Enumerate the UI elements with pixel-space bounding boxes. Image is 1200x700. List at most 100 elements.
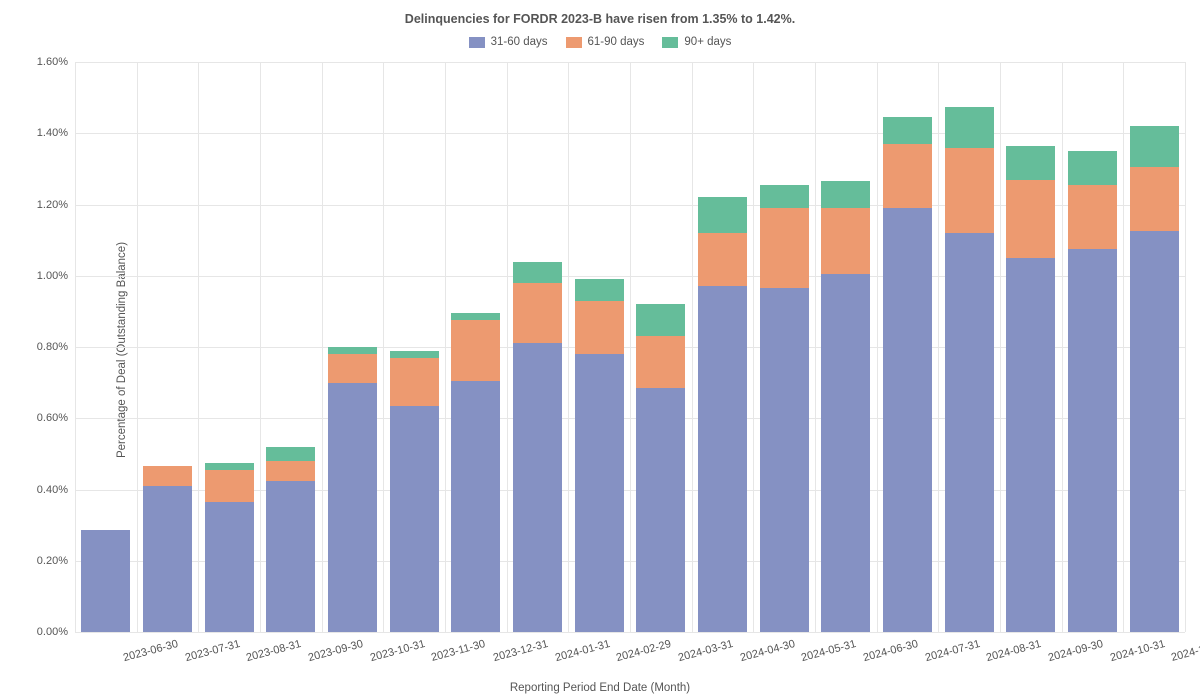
legend-item: 31-60 days <box>469 36 548 48</box>
bar-segment <box>451 320 500 381</box>
x-tick-label: 2024-03-31 <box>677 638 734 664</box>
bar-segment <box>328 383 377 632</box>
grid-vertical <box>753 62 754 632</box>
x-tick-label: 2023-09-30 <box>307 638 364 664</box>
bar-segment <box>945 233 994 632</box>
grid-vertical <box>1185 62 1186 632</box>
grid-vertical <box>1123 62 1124 632</box>
x-tick-label: 2024-09-30 <box>1047 638 1104 664</box>
x-tick-label: 2024-07-31 <box>923 638 980 664</box>
grid-vertical <box>630 62 631 632</box>
grid-vertical <box>322 62 323 632</box>
bar-segment <box>698 197 747 233</box>
bar-segment <box>760 185 809 208</box>
grid-vertical <box>137 62 138 632</box>
legend-item: 90+ days <box>662 36 731 48</box>
bar-segment <box>760 208 809 288</box>
grid-vertical <box>877 62 878 632</box>
x-tick-label: 2024-02-29 <box>615 638 672 664</box>
grid-vertical <box>815 62 816 632</box>
x-tick-label: 2023-06-30 <box>122 638 179 664</box>
grid-vertical <box>383 62 384 632</box>
bar-segment <box>575 301 624 354</box>
x-axis-label: Reporting Period End Date (Month) <box>0 682 1200 694</box>
bar-segment <box>205 463 254 470</box>
bar-segment <box>821 181 870 208</box>
y-tick-label: 1.20% <box>37 199 68 211</box>
grid-vertical <box>75 62 76 632</box>
grid-vertical <box>938 62 939 632</box>
grid-vertical <box>445 62 446 632</box>
bar-segment <box>513 283 562 344</box>
y-tick-label: 0.60% <box>37 412 68 424</box>
grid-vertical <box>568 62 569 632</box>
bar-segment <box>1130 126 1179 167</box>
y-tick-label: 0.40% <box>37 484 68 496</box>
bar-segment <box>513 262 562 283</box>
bar-segment <box>1130 231 1179 632</box>
bar-segment <box>945 148 994 234</box>
x-tick-label: 2024-10-31 <box>1108 638 1165 664</box>
grid-vertical <box>507 62 508 632</box>
bar-segment <box>513 343 562 632</box>
x-tick-label: 2024-05-31 <box>800 638 857 664</box>
bar-segment <box>266 461 315 481</box>
y-tick-label: 1.00% <box>37 270 68 282</box>
bar-segment <box>451 313 500 320</box>
bar-segment <box>1068 249 1117 632</box>
legend-label: 90+ days <box>684 36 731 48</box>
y-tick-label: 1.60% <box>37 56 68 68</box>
bar-segment <box>390 351 439 358</box>
legend-label: 61-90 days <box>588 36 645 48</box>
legend: 31-60 days 61-90 days 90+ days <box>0 36 1200 48</box>
grid-vertical <box>198 62 199 632</box>
chart-title: Delinquencies for FORDR 2023-B have rise… <box>0 12 1200 26</box>
bar-segment <box>636 304 685 336</box>
x-tick-label: 2024-08-31 <box>985 638 1042 664</box>
bar-segment <box>883 144 932 208</box>
grid-vertical <box>1000 62 1001 632</box>
bar-segment <box>266 447 315 461</box>
bar-segment <box>945 107 994 148</box>
bar-segment <box>205 502 254 632</box>
bar-segment <box>575 354 624 632</box>
bar-segment <box>390 406 439 632</box>
bar-segment <box>883 117 932 144</box>
bar-segment <box>328 347 377 354</box>
bar-segment <box>760 288 809 632</box>
bar-segment <box>81 530 130 632</box>
grid-vertical <box>260 62 261 632</box>
bar-segment <box>575 279 624 300</box>
x-tick-label: 2023-08-31 <box>245 638 302 664</box>
bar-segment <box>1130 167 1179 231</box>
bar-segment <box>1006 180 1055 258</box>
grid-vertical <box>1062 62 1063 632</box>
x-tick-label: 2023-12-31 <box>492 638 549 664</box>
bar-segment <box>451 381 500 632</box>
legend-swatch <box>662 37 678 48</box>
x-tick-label: 2023-10-31 <box>368 638 425 664</box>
bar-segment <box>883 208 932 632</box>
bar-segment <box>636 336 685 388</box>
y-tick-label: 0.80% <box>37 341 68 353</box>
y-tick-label: 0.00% <box>37 626 68 638</box>
bar-segment <box>1068 185 1117 249</box>
grid-vertical <box>692 62 693 632</box>
legend-swatch <box>469 37 485 48</box>
bar-segment <box>390 358 439 406</box>
x-tick-label: 2024-06-30 <box>862 638 919 664</box>
x-tick-label: 2023-07-31 <box>183 638 240 664</box>
x-tick-label: 2024-01-31 <box>553 638 610 664</box>
bar-segment <box>1006 258 1055 632</box>
y-tick-label: 1.40% <box>37 127 68 139</box>
bar-segment <box>266 481 315 632</box>
bar-segment <box>698 286 747 632</box>
y-tick-label: 0.20% <box>37 555 68 567</box>
bar-segment <box>1068 151 1117 185</box>
bar-segment <box>1006 146 1055 180</box>
bar-segment <box>143 466 192 486</box>
legend-item: 61-90 days <box>566 36 645 48</box>
grid-horizontal <box>75 632 1185 633</box>
legend-swatch <box>566 37 582 48</box>
legend-label: 31-60 days <box>491 36 548 48</box>
